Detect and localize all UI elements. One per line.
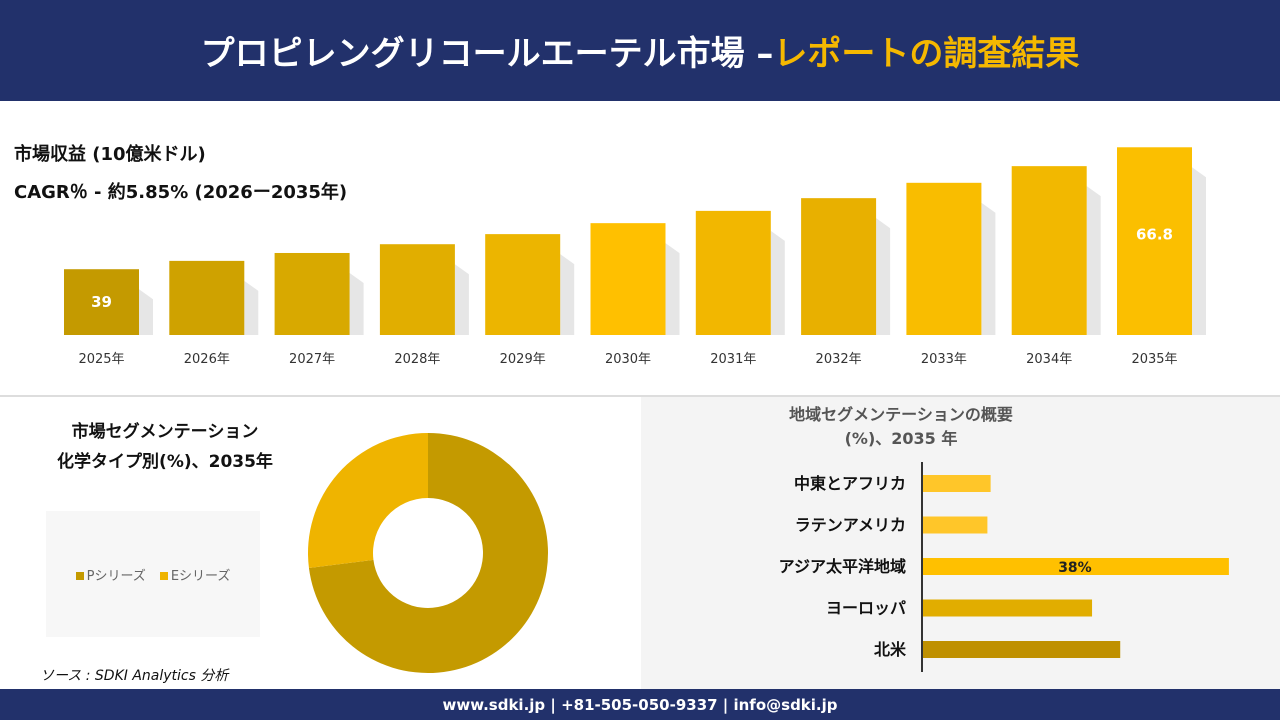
x-tick-label: 2027年 xyxy=(289,352,335,367)
bar xyxy=(64,269,139,335)
title-highlight: レポートの調査結果 xyxy=(773,34,1080,74)
x-tick-label: 2026年 xyxy=(184,352,230,367)
legend-item-p: Pシリーズ xyxy=(75,565,146,584)
divider xyxy=(0,395,1280,397)
donut-chart xyxy=(307,433,549,673)
region-panel: 地域セグメンテーションの概要 (%)、2035 年 中東とアフリカ ラテンアメリカア… xyxy=(641,397,1280,689)
bar-shadow xyxy=(770,230,785,335)
x-tick-label: 2029年 xyxy=(500,352,546,367)
bar-shadow xyxy=(560,254,575,335)
data-label: 38% xyxy=(1058,560,1092,576)
donut-legend: Pシリーズ Eシリーズ xyxy=(46,511,260,637)
segment-title-line1: 市場セグメンテーション xyxy=(71,422,259,442)
bar-shadow xyxy=(454,264,469,335)
x-tick-label: 2030年 xyxy=(605,352,651,367)
footer: www.sdki.jp | +81-505-050-9337 | info@sd… xyxy=(0,689,1280,720)
x-tick-label: 2034年 xyxy=(1026,352,1072,367)
data-label: 39 xyxy=(91,293,112,311)
bar-shadow xyxy=(139,289,153,335)
bar xyxy=(590,223,666,335)
revenue-bar-chart: 2025年 39 2026年 2027年 2028年 2029年 2030年 2031年 203… xyxy=(64,147,1206,367)
bar-shadow xyxy=(981,202,996,335)
bar-shadow xyxy=(665,243,680,335)
y-tick-label: ヨーロッパ xyxy=(826,599,906,618)
bar xyxy=(169,260,245,335)
x-tick-label: 2032年 xyxy=(816,352,862,367)
legend-item-e: Eシリーズ xyxy=(159,565,230,584)
revenue-label: 市場収益 (10億米ドル) xyxy=(14,144,206,165)
title-main: プロピレングリコールエーテル市場 – xyxy=(200,34,774,74)
x-tick-label: 2025年 xyxy=(78,352,124,367)
y-tick-label: アジア太平洋地域 xyxy=(779,557,906,576)
segment-panel: 市場セグメンテーション 化学タイプ別(%)、2035年 Pシリーズ Eシリーズ ソ… xyxy=(0,397,640,689)
bar xyxy=(1011,166,1087,335)
bar xyxy=(1117,147,1192,335)
x-tick-label: 2031年 xyxy=(710,352,756,367)
bar xyxy=(485,234,561,335)
x-tick-label: 2033年 xyxy=(921,352,967,367)
bar xyxy=(379,244,455,335)
bar-shadow xyxy=(1086,186,1101,335)
bar xyxy=(906,182,982,335)
bar xyxy=(274,252,350,335)
region-title: 地域セグメンテーションの概要 (%)、2035 年 xyxy=(789,405,1013,448)
bar-shadow xyxy=(1192,167,1206,335)
donut-slice xyxy=(308,433,549,673)
header-banner: プロピレングリコールエーテル市場 – レポートの調査結果 xyxy=(0,0,1280,101)
data-label: 66.8 xyxy=(1136,225,1173,243)
donut-slice xyxy=(307,433,428,569)
y-tick-label: 中東とアフリカ xyxy=(794,474,906,493)
bar xyxy=(801,198,877,335)
y-tick-label: 北米 xyxy=(874,640,907,659)
x-tick-label: 2035年 xyxy=(1131,352,1177,367)
bar xyxy=(923,558,1229,575)
source-note: ソース : SDKI Analytics 分析 xyxy=(40,668,229,684)
cagr-label: CAGR％ - 約5.85% (2026ー2035年) xyxy=(14,182,348,203)
y-tick-label: ラテンアメリカ xyxy=(795,516,906,535)
bar xyxy=(923,475,991,492)
bar-shadow xyxy=(244,280,259,335)
segment-title: 市場セグメンテーション 化学タイプ別(%)、2035年 xyxy=(30,417,300,477)
bar xyxy=(923,599,1093,617)
bar xyxy=(695,210,771,335)
bar-shadow xyxy=(349,272,364,335)
x-tick-label: 2028年 xyxy=(394,352,440,367)
bar xyxy=(923,641,1121,658)
bar-shadow xyxy=(876,218,891,335)
segment-title-line2: 化学タイプ別(%)、2035年 xyxy=(57,452,273,472)
bar xyxy=(923,516,988,534)
